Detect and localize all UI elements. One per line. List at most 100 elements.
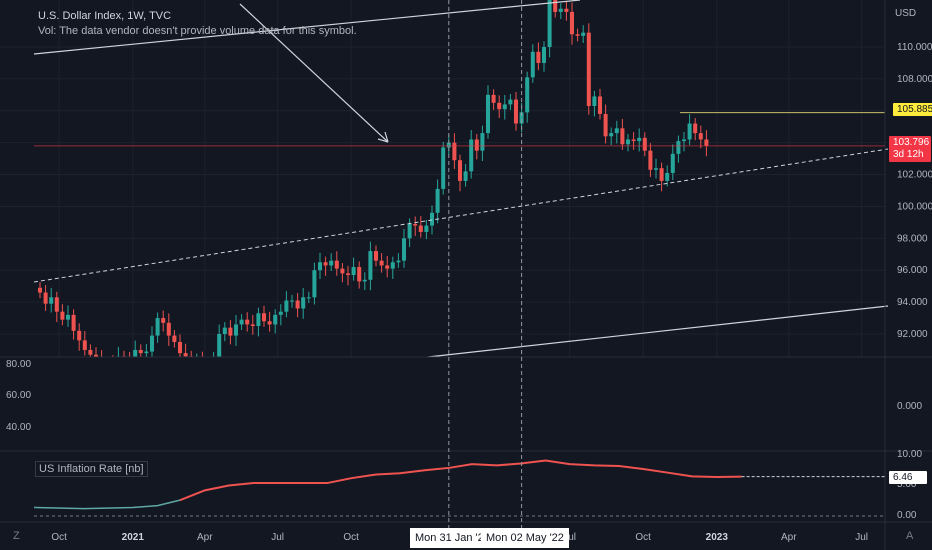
candle-body	[60, 311, 65, 320]
inflation-line-recent	[179, 459, 742, 502]
candle	[317, 252, 323, 279]
pane-mask	[0, 357, 932, 550]
candle-body	[323, 262, 328, 266]
symbol-title[interactable]: U.S. Dollar Index, 1W, TVC	[38, 10, 172, 22]
candle	[245, 312, 250, 332]
candle	[631, 131, 636, 150]
candle	[329, 253, 334, 272]
candle-body	[228, 327, 233, 336]
price-tick-label: 108.000	[897, 74, 932, 85]
candle	[301, 287, 306, 319]
candle	[312, 262, 317, 305]
drawings[interactable]	[33, 0, 889, 358]
candle	[597, 88, 603, 120]
candle	[452, 133, 457, 169]
candle-body	[373, 251, 379, 261]
candle-body	[485, 94, 491, 134]
candle-body	[418, 225, 423, 232]
candle-body	[452, 142, 457, 161]
chart-legend: U.S. Dollar Index, 1W, TVC Vol: The data…	[38, 9, 357, 39]
candle-body	[620, 128, 625, 145]
candle	[642, 132, 647, 157]
candle-body	[177, 341, 183, 354]
candle-body	[480, 133, 485, 151]
zoom-reset-icon[interactable]: Z	[13, 530, 20, 542]
candle-body	[597, 96, 603, 114]
candle-body	[379, 260, 384, 266]
candle-body	[637, 137, 642, 142]
candle	[609, 127, 614, 146]
candle	[625, 133, 631, 152]
candle-body	[676, 141, 681, 154]
price-tick-label: 96.000	[897, 265, 928, 276]
time-tick-label: Jul	[563, 532, 576, 543]
candle-body	[351, 267, 356, 276]
time-tick-label: Apr	[781, 532, 797, 543]
candle-body	[575, 34, 580, 36]
candle-body	[334, 260, 339, 269]
candle-body	[256, 313, 261, 327]
candle	[491, 89, 496, 110]
candle-body	[133, 349, 138, 362]
candle-body	[345, 273, 351, 276]
price-tick-label: 110.000	[897, 42, 932, 53]
candle-body	[289, 300, 295, 302]
candle	[60, 304, 65, 326]
candle	[648, 143, 653, 177]
time-tick-label: Oct	[343, 532, 359, 543]
auto-scale-icon[interactable]: A	[906, 530, 914, 542]
candle-body	[541, 47, 547, 63]
candle	[239, 314, 244, 331]
candle-body	[65, 314, 71, 320]
candle-body	[149, 335, 155, 352]
channel-bottom-line	[427, 305, 889, 358]
candle-body	[435, 188, 440, 213]
candle	[77, 323, 82, 351]
current-price-label: 103.796 3d 12h	[889, 136, 931, 162]
candle	[351, 257, 356, 281]
indicator-label[interactable]: US Inflation Rate [nb]	[35, 461, 148, 477]
candle	[513, 92, 519, 131]
candle	[418, 216, 423, 238]
candle-body	[172, 335, 177, 342]
candle	[659, 162, 664, 192]
volume-tick-label: 40.00	[6, 422, 31, 433]
candle-body	[267, 321, 272, 325]
time-tick-label: Jul	[855, 532, 868, 543]
candle-body	[233, 324, 239, 336]
candle-body	[536, 51, 541, 63]
candle	[261, 305, 267, 327]
candle-body	[525, 77, 530, 113]
candle	[323, 256, 328, 276]
candle	[457, 154, 463, 192]
candle-body	[88, 349, 93, 355]
bar-countdown: 3d 12h	[893, 149, 924, 160]
candle-body	[698, 133, 703, 140]
candle	[463, 163, 468, 187]
candle	[603, 104, 608, 144]
candle-body	[261, 313, 267, 322]
candle	[502, 94, 507, 120]
candle-body	[340, 268, 345, 274]
candle-body	[250, 324, 255, 327]
candle	[172, 330, 177, 348]
indicator-tick-label: 0.00	[897, 510, 917, 521]
candle-body	[138, 349, 143, 354]
candle-body	[284, 300, 289, 312]
candle	[687, 114, 692, 146]
candle	[541, 41, 547, 72]
candle	[553, 0, 558, 18]
candle-body	[491, 94, 496, 103]
candle-body	[508, 99, 513, 105]
candle-body	[614, 128, 619, 134]
candle	[469, 130, 474, 179]
candle-body	[54, 297, 59, 312]
candle-body	[474, 139, 479, 151]
candle-body	[43, 292, 48, 304]
volume-tick-label: 80.00	[6, 359, 31, 370]
candle-body	[446, 142, 451, 148]
candle	[536, 42, 541, 71]
horizontal-level-price-label: 105.885	[893, 103, 932, 116]
candle-body	[368, 251, 373, 280]
